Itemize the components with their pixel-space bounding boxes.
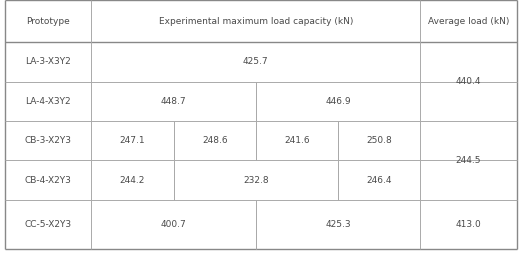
Text: CB-4-X2Y3: CB-4-X2Y3 — [25, 176, 72, 185]
Text: CC-5-X2Y3: CC-5-X2Y3 — [25, 220, 72, 229]
Text: 247.1: 247.1 — [120, 136, 145, 145]
Text: 248.6: 248.6 — [202, 136, 228, 145]
Text: LA-4-X3Y2: LA-4-X3Y2 — [26, 97, 71, 106]
Text: 250.8: 250.8 — [366, 136, 392, 145]
Text: CB-3-X2Y3: CB-3-X2Y3 — [25, 136, 72, 145]
Text: 448.7: 448.7 — [161, 97, 186, 106]
Text: 446.9: 446.9 — [325, 97, 351, 106]
Text: 246.4: 246.4 — [366, 176, 392, 185]
Text: 425.7: 425.7 — [243, 57, 269, 66]
Text: 232.8: 232.8 — [243, 176, 269, 185]
Text: LA-3-X3Y2: LA-3-X3Y2 — [26, 57, 71, 66]
Text: Prototype: Prototype — [27, 17, 70, 26]
Text: 241.6: 241.6 — [284, 136, 310, 145]
Text: Average load (kN): Average load (kN) — [428, 17, 509, 26]
Text: 440.4: 440.4 — [456, 77, 481, 86]
Text: 244.5: 244.5 — [456, 156, 481, 165]
Text: 400.7: 400.7 — [161, 220, 186, 229]
Text: Experimental maximum load capacity (kN): Experimental maximum load capacity (kN) — [159, 17, 353, 26]
Text: 425.3: 425.3 — [325, 220, 351, 229]
Text: 244.2: 244.2 — [120, 176, 145, 185]
Text: 413.0: 413.0 — [456, 220, 481, 229]
